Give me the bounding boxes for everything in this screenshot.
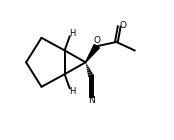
Text: O: O	[120, 21, 127, 30]
Text: N: N	[88, 96, 95, 105]
Text: H: H	[69, 87, 75, 96]
Text: H: H	[69, 29, 75, 38]
Text: O: O	[93, 36, 100, 45]
Polygon shape	[86, 44, 99, 62]
